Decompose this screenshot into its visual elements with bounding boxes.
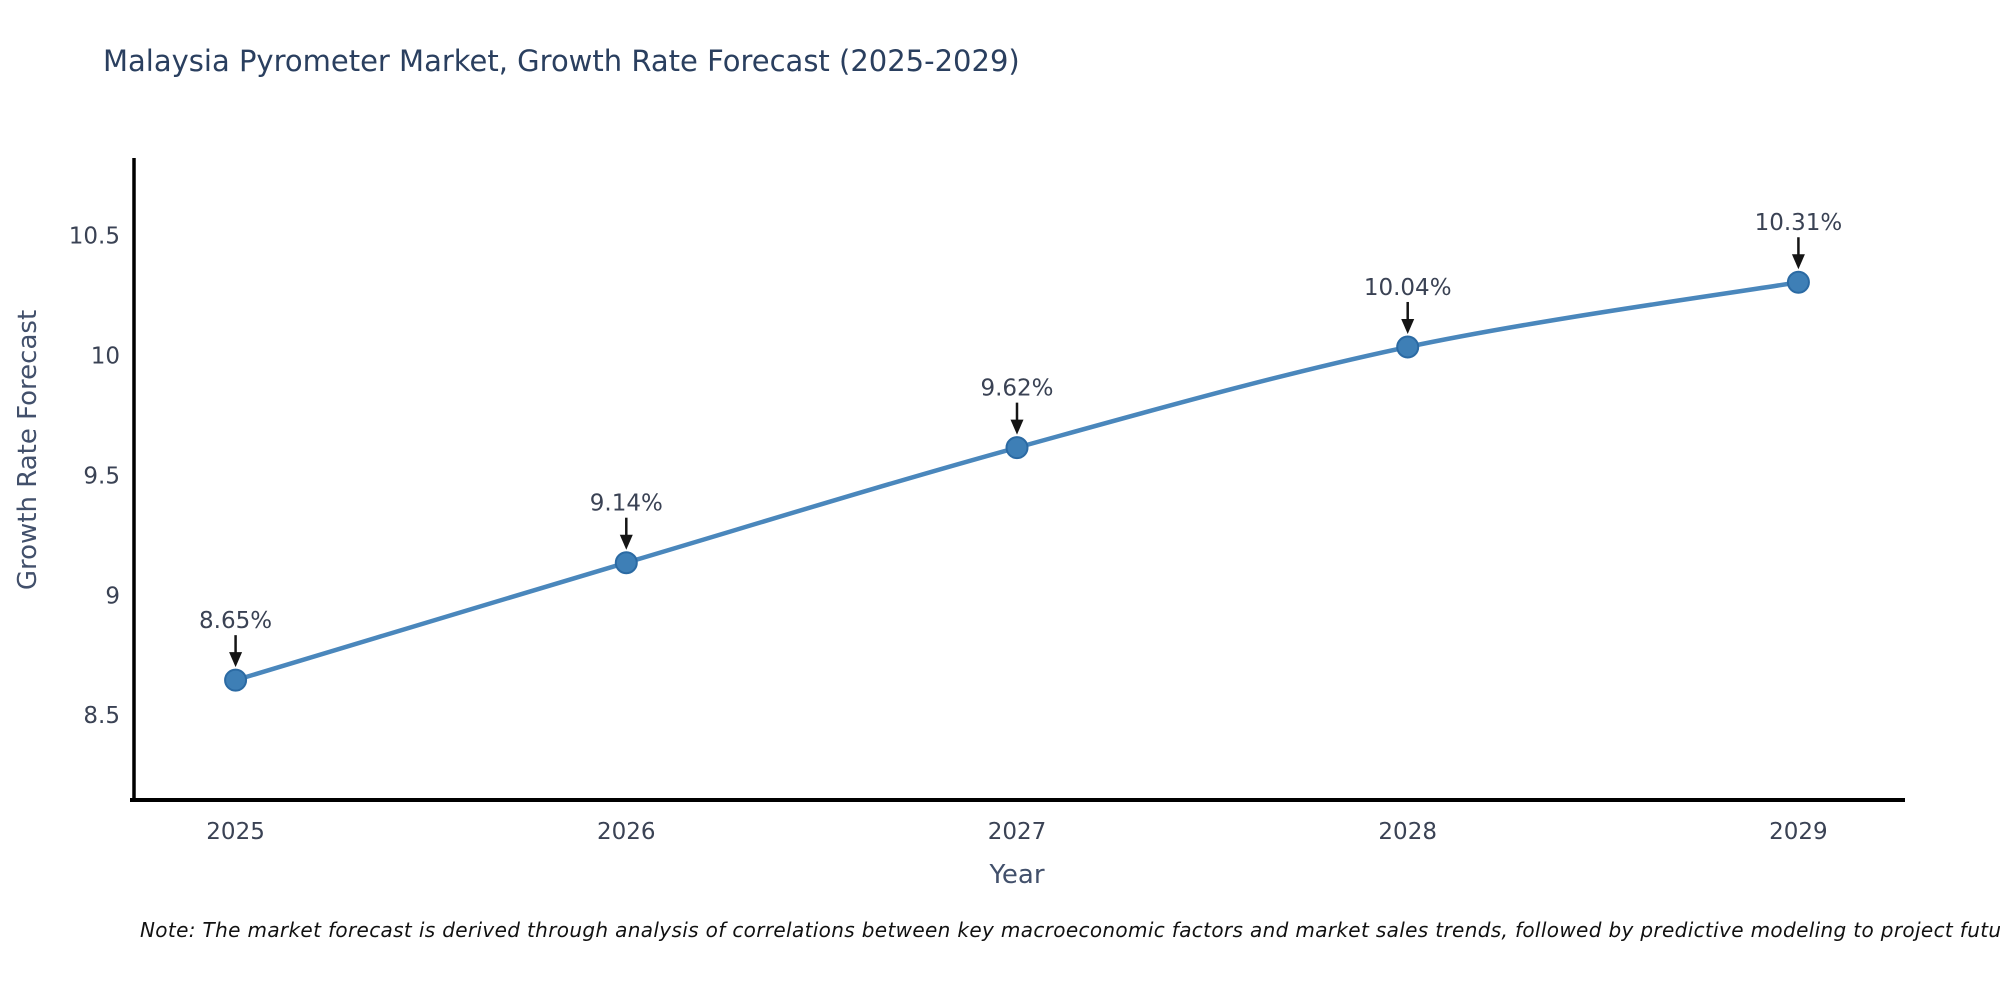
x-tick-label: 2026 — [597, 819, 656, 845]
annotation-arrowhead — [1010, 419, 1024, 435]
annotation-arrowhead — [1401, 318, 1415, 334]
x-axis-title: Year — [989, 860, 1045, 890]
x-tick-label: 2025 — [206, 819, 265, 845]
data-point-marker — [614, 551, 638, 575]
chart-title: Malaysia Pyrometer Market, Growth Rate F… — [103, 44, 1020, 78]
footnote: Note: The market forecast is derived thr… — [140, 918, 2000, 942]
data-point-label: 10.31% — [1755, 210, 1843, 236]
data-point-marker — [1396, 335, 1420, 359]
data-point-label: 10.04% — [1364, 275, 1452, 301]
y-tick-label: 9 — [105, 583, 120, 609]
y-axis-title: Growth Rate Forecast — [13, 309, 43, 591]
data-point-marker — [1005, 436, 1029, 460]
data-point-label: 9.14% — [590, 491, 663, 517]
y-tick-label: 10 — [91, 344, 120, 370]
annotation-arrowhead — [229, 652, 243, 668]
annotation-arrowhead — [619, 534, 633, 550]
series-line — [234, 280, 1799, 683]
x-tick-label: 2027 — [988, 819, 1047, 845]
data-point-marker — [224, 668, 248, 692]
y-tick-label: 10.5 — [69, 224, 120, 250]
x-tick-label: 2029 — [1769, 819, 1828, 845]
data-point-label: 8.65% — [199, 608, 272, 634]
annotation-arrowhead — [1791, 254, 1805, 270]
y-tick-label: 8.5 — [83, 703, 120, 729]
y-tick-label: 9.5 — [83, 463, 120, 489]
data-point-marker — [1786, 270, 1810, 294]
data-point-label: 9.62% — [980, 376, 1053, 402]
x-tick-label: 2028 — [1378, 819, 1437, 845]
